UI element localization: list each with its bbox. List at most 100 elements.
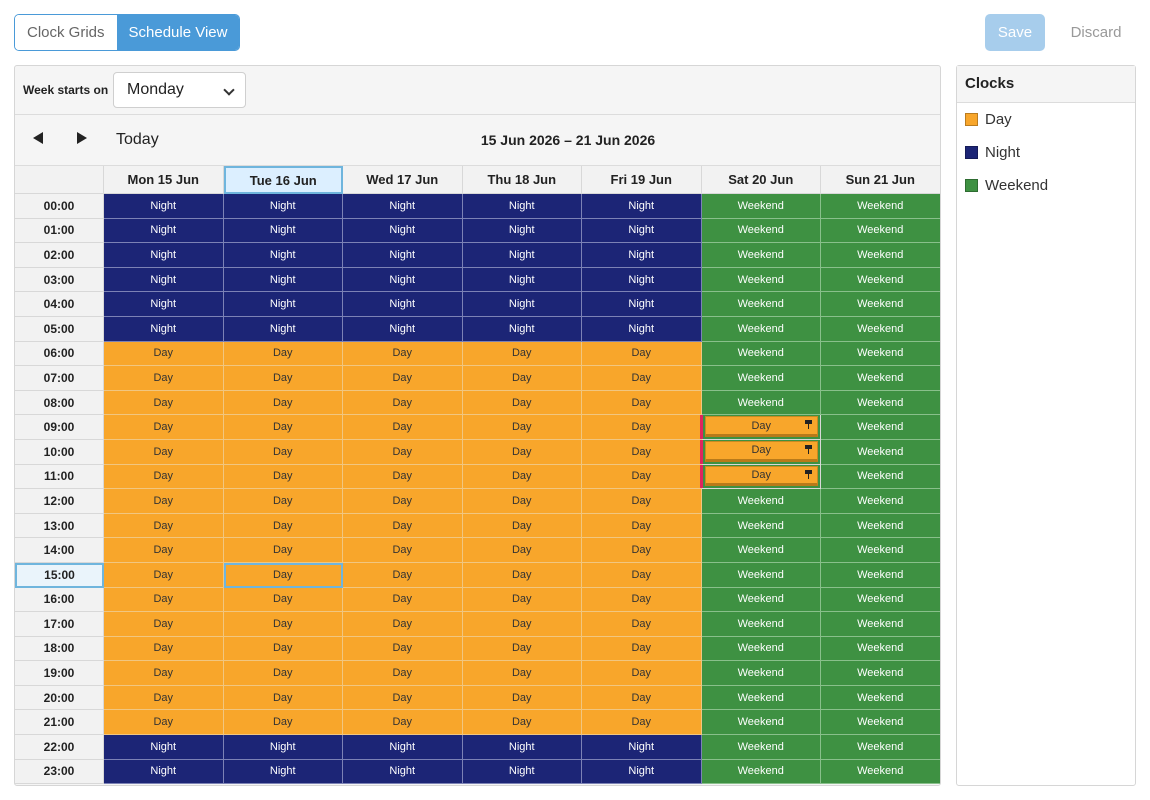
schedule-slot[interactable]: Night — [343, 243, 463, 268]
schedule-slot[interactable]: Day — [463, 686, 583, 711]
schedule-slot[interactable]: Day — [582, 637, 702, 662]
schedule-slot[interactable]: Night — [104, 219, 224, 244]
schedule-slot[interactable]: Day — [104, 710, 224, 735]
schedule-slot[interactable]: Day — [463, 612, 583, 637]
schedule-slot[interactable]: Day — [343, 637, 463, 662]
schedule-slot[interactable]: Weekend — [702, 710, 822, 735]
schedule-slot[interactable]: Day — [224, 563, 344, 588]
day-header[interactable]: Wed 17 Jun — [343, 166, 463, 194]
schedule-slot[interactable]: Day — [104, 342, 224, 367]
schedule-slot[interactable]: Weekend — [821, 710, 941, 735]
schedule-slot[interactable]: Day — [582, 465, 702, 490]
schedule-slot[interactable]: Weekend — [821, 686, 941, 711]
tab-clock-grids[interactable]: Clock Grids — [15, 15, 117, 50]
schedule-slot[interactable]: Day — [224, 489, 344, 514]
schedule-slot[interactable]: Weekend — [702, 637, 822, 662]
schedule-slot[interactable]: Day — [343, 588, 463, 613]
schedule-slot[interactable]: Day — [463, 415, 583, 440]
schedule-slot[interactable]: Day — [582, 514, 702, 539]
schedule-slot[interactable]: Day — [463, 661, 583, 686]
schedule-slot[interactable]: Night — [582, 268, 702, 293]
schedule-slot[interactable]: Day — [343, 686, 463, 711]
schedule-slot[interactable]: Day — [224, 538, 344, 563]
schedule-slot[interactable]: Night — [224, 292, 344, 317]
schedule-slot[interactable]: Weekend — [702, 760, 822, 785]
schedule-slot[interactable]: Night — [224, 268, 344, 293]
week-start-select[interactable]: Monday — [113, 72, 246, 108]
clock-item[interactable]: Weekend — [957, 169, 1135, 202]
clock-item[interactable]: Day — [957, 103, 1135, 136]
schedule-slot[interactable]: Night — [343, 292, 463, 317]
schedule-slot[interactable]: Day — [582, 366, 702, 391]
schedule-slot[interactable]: Night — [463, 317, 583, 342]
schedule-slot[interactable]: Night — [343, 268, 463, 293]
schedule-slot[interactable]: Night — [463, 268, 583, 293]
schedule-slot[interactable]: Weekend — [821, 440, 941, 465]
schedule-slot[interactable]: Weekend — [821, 243, 941, 268]
day-header[interactable]: Thu 18 Jun — [463, 166, 583, 194]
schedule-slot[interactable]: Weekend — [702, 735, 822, 760]
schedule-slot[interactable]: Day — [343, 440, 463, 465]
schedule-slot[interactable]: Day — [343, 489, 463, 514]
schedule-slot[interactable]: Weekend — [702, 686, 822, 711]
schedule-slot[interactable]: Day — [343, 366, 463, 391]
schedule-slot[interactable]: Day — [104, 588, 224, 613]
schedule-slot[interactable]: Night — [582, 317, 702, 342]
schedule-slot[interactable]: Day — [343, 563, 463, 588]
pin-icon[interactable] — [805, 470, 812, 479]
schedule-slot[interactable]: Day — [343, 415, 463, 440]
schedule-slot-override[interactable]: Day — [702, 465, 822, 490]
schedule-slot[interactable]: Day — [343, 538, 463, 563]
schedule-slot[interactable]: Weekend — [821, 514, 941, 539]
schedule-slot[interactable]: Day — [104, 366, 224, 391]
schedule-slot[interactable]: Day — [104, 612, 224, 637]
schedule-slot[interactable]: Day — [582, 612, 702, 637]
schedule-slot[interactable]: Day — [463, 342, 583, 367]
schedule-slot[interactable]: Night — [343, 760, 463, 785]
prev-week-icon[interactable] — [33, 132, 43, 144]
schedule-slot[interactable]: Day — [343, 514, 463, 539]
schedule-slot[interactable]: Night — [224, 735, 344, 760]
schedule-slot[interactable]: Day — [582, 588, 702, 613]
schedule-slot[interactable]: Night — [582, 292, 702, 317]
schedule-slot[interactable]: Day — [463, 440, 583, 465]
day-header[interactable]: Tue 16 Jun — [224, 166, 344, 194]
schedule-slot[interactable]: Day — [104, 538, 224, 563]
schedule-slot[interactable]: Weekend — [821, 268, 941, 293]
schedule-slot[interactable]: Weekend — [702, 194, 822, 219]
schedule-slot[interactable]: Weekend — [821, 538, 941, 563]
pin-icon[interactable] — [805, 420, 812, 429]
schedule-slot[interactable]: Day — [224, 415, 344, 440]
schedule-slot[interactable]: Night — [104, 760, 224, 785]
schedule-slot[interactable]: Night — [582, 760, 702, 785]
schedule-slot[interactable]: Weekend — [821, 342, 941, 367]
schedule-slot[interactable]: Night — [224, 194, 344, 219]
schedule-slot[interactable]: Weekend — [702, 538, 822, 563]
tab-schedule-view[interactable]: Schedule View — [117, 15, 240, 50]
schedule-slot[interactable]: Day — [104, 465, 224, 490]
schedule-slot[interactable]: Night — [343, 735, 463, 760]
schedule-slot[interactable]: Day — [104, 440, 224, 465]
schedule-slot[interactable]: Day — [463, 514, 583, 539]
schedule-slot[interactable]: Weekend — [821, 415, 941, 440]
day-header[interactable]: Fri 19 Jun — [582, 166, 702, 194]
schedule-slot[interactable]: Night — [104, 194, 224, 219]
schedule-slot[interactable]: Weekend — [702, 219, 822, 244]
schedule-slot[interactable]: Day — [582, 342, 702, 367]
schedule-slot[interactable]: Day — [582, 563, 702, 588]
schedule-slot[interactable]: Day — [224, 661, 344, 686]
schedule-slot[interactable]: Night — [104, 292, 224, 317]
schedule-slot[interactable]: Day — [224, 686, 344, 711]
schedule-slot[interactable]: Night — [104, 317, 224, 342]
schedule-slot[interactable]: Day — [104, 514, 224, 539]
schedule-slot[interactable]: Day — [343, 465, 463, 490]
schedule-slot[interactable]: Night — [582, 194, 702, 219]
schedule-slot[interactable]: Weekend — [821, 292, 941, 317]
schedule-slot[interactable]: Night — [463, 219, 583, 244]
schedule-slot[interactable]: Day — [224, 710, 344, 735]
schedule-slot[interactable]: Day — [104, 661, 224, 686]
schedule-slot[interactable]: Night — [343, 317, 463, 342]
schedule-slot[interactable]: Weekend — [702, 588, 822, 613]
schedule-slot[interactable]: Night — [104, 243, 224, 268]
schedule-slot[interactable]: Weekend — [821, 194, 941, 219]
